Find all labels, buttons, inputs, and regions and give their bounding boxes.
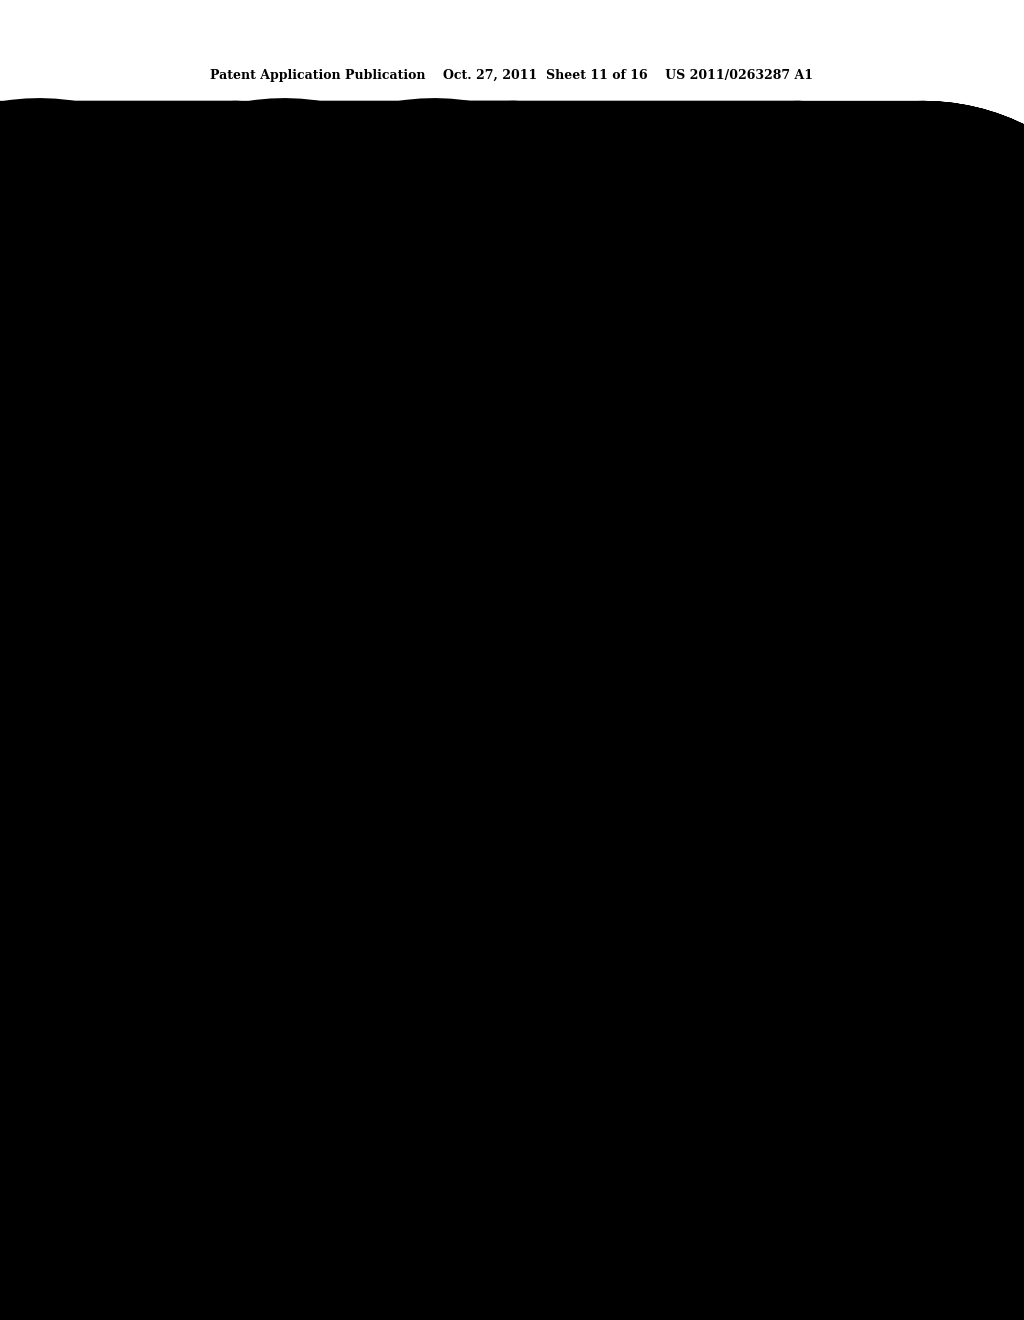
Text: ~ST51: ~ST51 [319, 273, 350, 282]
Bar [410, 909, 510, 990]
Bar [285, 290, 385, 370]
Text: ~ST31: ~ST31 [319, 894, 350, 903]
Bar [410, 290, 510, 370]
Text: ~ST42: ~ST42 [444, 573, 475, 582]
Text: Receive Signaling to Give Permission
to Replace a Base Station with the
Other Ba: Receive Signaling to Give Permission to … [389, 616, 531, 643]
Text: YES: YES [679, 964, 697, 973]
Bar [820, 290, 920, 370]
Bar [820, 590, 920, 671]
Text: ~ST45: ~ST45 [854, 573, 886, 582]
Text: ~ST33: ~ST33 [604, 888, 636, 898]
Text: Receive Signaling to Give
Permission to Delete a Base
Station from the Active Se: Receive Signaling to Give Permission to … [401, 317, 519, 343]
Text: ~ST52: ~ST52 [444, 273, 475, 282]
Bar [410, 590, 510, 671]
Text: NO: NO [545, 618, 560, 627]
Text: Stop the Reception of Data via
S-CCPCH of the Base Station: Stop the Reception of Data via S-CCPCH o… [681, 321, 810, 339]
Ellipse shape [930, 742, 990, 777]
Bar [820, 719, 920, 800]
Text: END: END [946, 755, 974, 764]
Text: Receive Signaling to Give
Permission to Add the Other
Base Station to the Active: Receive Signaling to Give Permission to … [397, 937, 523, 964]
Text: ~ST54: ~ST54 [729, 273, 761, 282]
Circle shape [193, 310, 233, 350]
Text: ~ST43: ~ST43 [604, 569, 636, 578]
Circle shape [193, 931, 233, 970]
Text: Set S-CCPCH Parameters
for the Other Base Station,
and Start Reception of Data: Set S-CCPCH Parameters for the Other Bas… [813, 747, 927, 774]
Text: YES: YES [679, 644, 697, 652]
Text: ~ST32: ~ST32 [444, 894, 475, 903]
Text: Exclude a Base Station
Having the Lowest Reception
Level from the Active Set: Exclude a Base Station Having the Lowest… [683, 616, 807, 643]
Bar [285, 590, 385, 671]
Text: NO: NO [680, 314, 695, 322]
Text: ~ST44: ~ST44 [729, 573, 761, 582]
Text: Exclude the Base Station
Having the Lowest Reception
Level from the Active Set: Exclude the Base Station Having the Lowe… [808, 317, 932, 343]
Bar [695, 590, 795, 671]
Text: ~ST53: ~ST53 [604, 268, 636, 277]
Text: Deletion of Base Station
from Active Set: Deletion of Base Station from Active Set [109, 267, 128, 393]
Text: ~ST34: ~ST34 [729, 894, 761, 903]
Text: Add the Other Base Station
to the Active Set: Add the Other Base Station to the Active… [687, 941, 803, 958]
Text: FIG.11: FIG.11 [813, 214, 927, 246]
Text: A: A [209, 945, 217, 956]
Text: Replacement of Base Station with
Another Base Station in Active Set: Replacement of Base Station with Another… [109, 544, 128, 715]
Text: Transmit Signaling to Make
a Request to Add Another Base
Station to the Active S: Transmit Signaling to Make a Request to … [269, 937, 400, 964]
Text: Set S-CCPCH Parameters for
the Other Base Station, and
Start Reception of Data: Set S-CCPCH Parameters for the Other Bas… [811, 937, 929, 964]
Bar [695, 290, 795, 370]
Text: Addition of Base
Station to Active Set: Addition of Base Station to Active Set [109, 896, 128, 1005]
Text: Transmit Signaling to
Make a Request to Delete a Base
Station from the Active Se: Transmit Signaling to Make a Request to … [265, 317, 404, 343]
Text: ~ST41: ~ST41 [319, 573, 350, 582]
Text: B: B [208, 624, 218, 635]
Text: Patent Application Publication    Oct. 27, 2011  Sheet 11 of 16    US 2011/02632: Patent Application Publication Oct. 27, … [211, 69, 813, 82]
Text: NO: NO [604, 1005, 620, 1014]
Text: Transmit Signaling to Make a
Request to Replace a Base
Station with the Other
Ba: Transmit Signaling to Make a Request to … [278, 612, 392, 648]
Text: YES: YES [679, 343, 697, 352]
Bar [695, 909, 795, 990]
Bar [820, 909, 920, 990]
Text: ~ST46: ~ST46 [854, 704, 886, 713]
Text: ~ST55: ~ST55 [854, 273, 886, 282]
Text: Add the Other Base Station
to the Active Set: Add the Other Base Station to the Active… [812, 622, 928, 639]
Text: Is the Addition
of the Other Base Station
to the Active Set
Permitted
?: Is the Addition of the Other Base Statio… [573, 928, 667, 973]
Bar [285, 909, 385, 990]
Text: C: C [209, 325, 217, 335]
Circle shape [193, 610, 233, 649]
Text: Is the Deletion
of a Base Station from the
Active Set Permitted
?: Is the Deletion of a Base Station from t… [570, 313, 670, 347]
Text: Is the
Replacement of
a Base Station with the Other
Base Station in the Active
S: Is the Replacement of a Base Station wit… [569, 603, 671, 657]
Text: ~ST35: ~ST35 [854, 894, 886, 903]
